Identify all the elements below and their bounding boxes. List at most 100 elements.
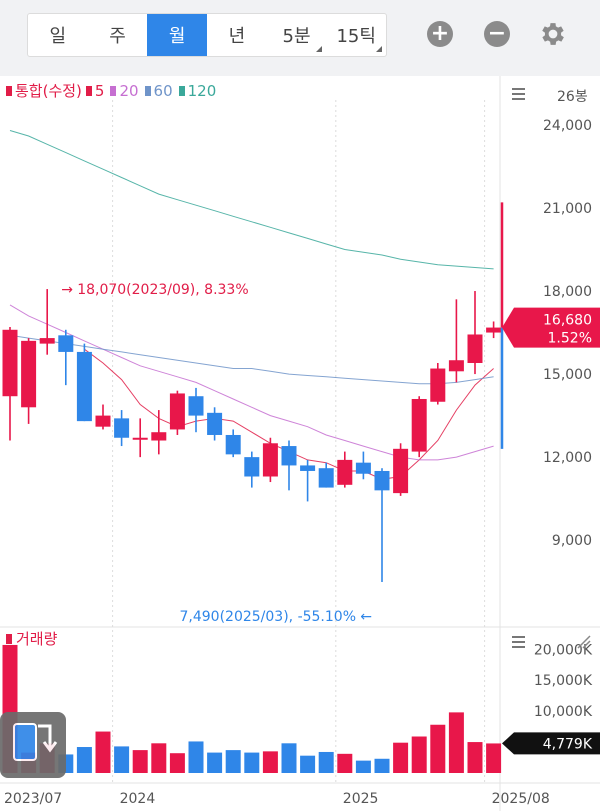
volume-tick-label: 15,000K	[534, 673, 593, 689]
legend-ma-20: 20	[110, 81, 139, 100]
volume-bar	[374, 758, 390, 773]
zoom-out-button[interactable]: −	[484, 21, 510, 47]
volume-bar	[281, 743, 297, 773]
candle-body	[281, 446, 297, 466]
current-change: 1.52%	[548, 331, 592, 347]
price-menu-icon[interactable]	[512, 88, 525, 103]
price-tick-label: 9,000	[552, 533, 592, 549]
legend-ma-label: 5	[94, 81, 105, 100]
volume-bar	[132, 750, 148, 773]
tab-5[interactable]: 15틱	[326, 14, 386, 56]
candle-body	[76, 351, 92, 422]
scale-label: 26봉	[557, 89, 588, 105]
volume-bar	[448, 712, 464, 773]
current-volume-tag	[502, 732, 600, 755]
candle-body	[374, 470, 390, 491]
volume-bar	[337, 753, 353, 773]
candle-body	[448, 360, 464, 372]
chart-legend: 통합(수정) 5 20 60 120	[6, 80, 216, 101]
current-price-tag	[502, 307, 600, 348]
volume-tick-label: 20,000K	[534, 642, 593, 658]
volume-bar	[225, 750, 241, 773]
current-volume: 4,779K	[543, 736, 593, 752]
volume-bar	[486, 743, 502, 773]
price-chart[interactable]: 24,000 21,000 18,000 15,000 12,000 9,000 20,00…	[0, 76, 600, 811]
volume-label: 거래량	[16, 630, 58, 648]
volume-bar	[411, 736, 427, 773]
tab-0[interactable]: 일	[28, 14, 88, 56]
volume-tick-label: 10,000K	[534, 704, 593, 720]
current-price: 16,680	[543, 313, 592, 329]
legend-swatch	[110, 85, 117, 96]
tab-label: 일	[49, 26, 67, 47]
candle-body	[225, 434, 241, 455]
legend-swatch	[85, 85, 92, 96]
legend-ma-label: 20	[119, 81, 139, 100]
legend-ma-5: 5	[85, 81, 105, 100]
volume-bar	[151, 743, 167, 773]
candle-body	[411, 398, 427, 452]
zoom-in-button[interactable]: +	[427, 21, 453, 47]
volume-bar	[188, 741, 204, 773]
candle-body	[132, 437, 148, 440]
phone-rotate-icon[interactable]	[0, 712, 66, 778]
period-tabs: 일 주 월 년 5분 15틱	[27, 13, 387, 57]
volume-bar	[207, 752, 223, 773]
volume-menu-icon[interactable]	[512, 636, 525, 651]
dropdown-corner-icon	[376, 46, 383, 52]
x-axis-label: 2024	[120, 791, 156, 807]
candle-body	[114, 418, 130, 438]
tab-label: 월	[168, 26, 186, 47]
candle-body	[188, 396, 204, 416]
candle-body	[244, 457, 260, 477]
gear-icon[interactable]	[538, 19, 568, 49]
legend-swatch	[144, 85, 151, 96]
candle-body	[355, 462, 371, 474]
candle-body	[21, 340, 37, 408]
candle-body	[207, 412, 223, 435]
candle-body	[300, 465, 316, 471]
legend-ma-60: 60	[144, 81, 173, 100]
tab-2[interactable]: 월	[147, 14, 208, 56]
price-tick-label: 18,000	[543, 284, 592, 300]
tab-label: 15틱	[336, 26, 376, 47]
candle-body	[318, 468, 334, 488]
resize-icon	[577, 635, 591, 649]
volume-bar	[244, 752, 260, 773]
high-arrow: →	[61, 282, 73, 298]
volume-bar	[430, 724, 446, 773]
low-arrow: ←	[360, 609, 372, 625]
tab-1[interactable]: 주	[88, 14, 148, 56]
candle-body	[2, 329, 18, 397]
tab-3[interactable]: 년	[207, 14, 267, 56]
candle-body	[39, 338, 55, 344]
candle-body	[169, 393, 185, 430]
price-tick-label: 24,000	[543, 118, 592, 134]
volume-bar	[95, 731, 111, 773]
legend-ma-label: 120	[187, 81, 217, 100]
volume-bar	[300, 755, 316, 773]
volume-bar	[393, 742, 409, 773]
candle-body	[58, 335, 74, 352]
axis-panel	[500, 76, 600, 811]
candle-body	[430, 368, 446, 402]
candle-body	[337, 459, 353, 485]
legend-ma-120: 120	[178, 81, 217, 100]
ma-line-120	[9, 130, 494, 270]
tab-4[interactable]: 5분	[267, 14, 327, 56]
volume-bar	[169, 753, 185, 773]
legend-ma-label: 60	[153, 81, 173, 100]
dropdown-corner-icon	[316, 46, 323, 52]
candle-body	[151, 432, 167, 441]
volume-bar	[76, 747, 92, 773]
ma-line-60	[9, 334, 494, 385]
candle-body	[486, 327, 502, 333]
volume-legend: 거래량	[6, 628, 57, 649]
legend-main: 통합(수정)	[6, 80, 82, 101]
x-axis-label: 2025/08	[492, 791, 550, 807]
low-annotation: 7,490(2025/03), -55.10%	[180, 609, 357, 625]
top-toolbar: 일 주 월 년 5분 15틱 + −	[0, 0, 600, 76]
volume-swatch	[6, 633, 12, 644]
x-axis-label: 2025	[343, 791, 379, 807]
tab-label: 주	[109, 26, 126, 47]
